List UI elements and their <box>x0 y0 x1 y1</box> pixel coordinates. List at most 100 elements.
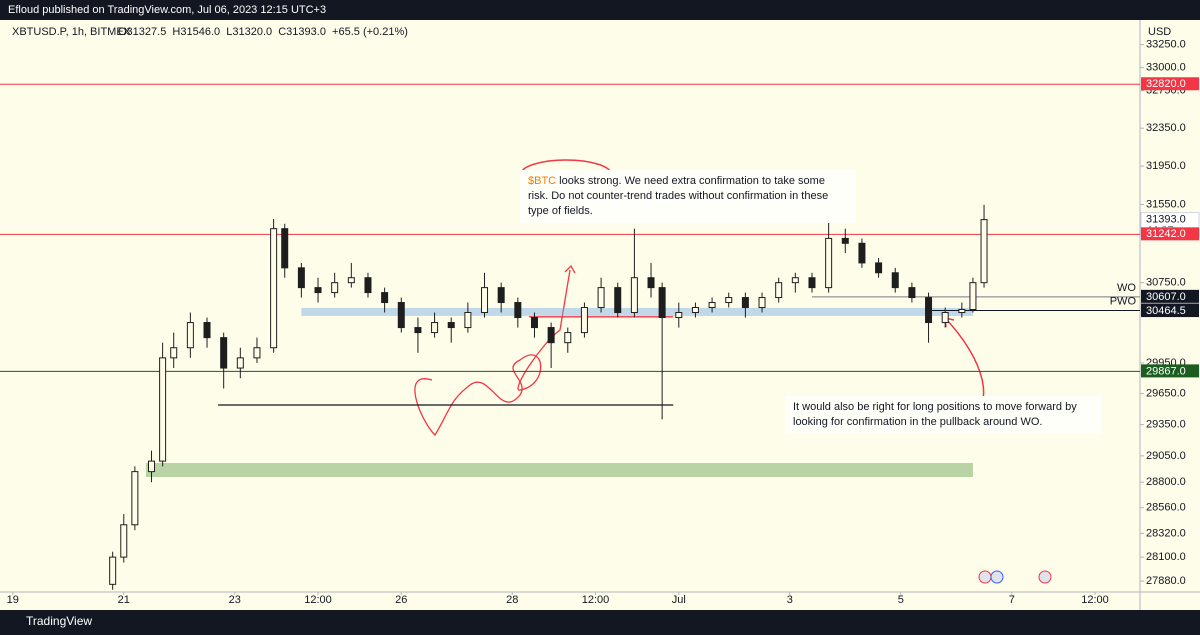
candle-body <box>969 282 977 311</box>
candle-body <box>675 312 683 319</box>
y-tick-label: 28320.0 <box>1146 527 1186 539</box>
header-bar <box>0 0 1200 20</box>
candle-body <box>431 322 439 334</box>
price-tag <box>1141 289 1199 303</box>
candle-body <box>270 228 278 349</box>
candle-body <box>691 307 699 314</box>
candle-body <box>148 460 156 473</box>
candle-body <box>597 287 605 309</box>
candle-body <box>875 262 883 274</box>
price-tag <box>1141 364 1199 378</box>
price-tag-label: 31242.0 <box>1146 228 1186 240</box>
candle-body <box>958 309 966 314</box>
footer-bar <box>0 610 1200 635</box>
candle-body <box>120 524 128 558</box>
candle-body <box>791 277 799 284</box>
candle-body <box>464 312 472 329</box>
candle-body <box>220 337 228 369</box>
y-tick-label: 27880.0 <box>1146 575 1186 587</box>
event-icon[interactable] <box>1038 570 1052 584</box>
candle-body <box>414 327 422 334</box>
x-tick-label: 5 <box>898 594 904 606</box>
symbol: XBTUSD.P, 1h, BITMEX <box>12 26 132 38</box>
candle-body <box>497 287 505 304</box>
candle-body <box>741 297 749 309</box>
candle-body <box>647 277 655 289</box>
y-tick-label: 31550.0 <box>1146 198 1186 210</box>
annotation-text: It would also be right for long position… <box>793 401 1077 428</box>
candle-body <box>908 287 916 299</box>
price-tag-label: 31393.0 <box>1146 214 1186 226</box>
candle-body <box>758 297 766 309</box>
candle-body <box>297 267 305 289</box>
candle-body <box>808 277 816 289</box>
ohlc: O31327.5 H31546.0 L31320.0 C31393.0 +65.… <box>118 26 408 38</box>
candle-body <box>841 237 849 244</box>
x-tick-label: Jul <box>672 594 686 606</box>
candle-body <box>891 272 899 289</box>
publisher: Efloud published on TradingView.com, Jul… <box>8 4 326 16</box>
annotation: It would also be right for long position… <box>785 396 1101 434</box>
candle-body <box>980 219 988 284</box>
candle-body <box>564 332 572 344</box>
candle-body <box>447 322 455 329</box>
candle-body <box>547 327 555 344</box>
y-tick-label: 33000.0 <box>1146 62 1186 74</box>
annotation: $BTC looks strong. We need extra confirm… <box>520 170 856 223</box>
price-tag-label: 30464.5 <box>1146 305 1186 317</box>
x-tick-label: 12:00 <box>304 594 332 606</box>
candle-body <box>580 307 588 334</box>
zone <box>145 462 973 478</box>
x-tick-label: 26 <box>395 594 407 606</box>
price-tag <box>1141 304 1199 318</box>
y-tick-label: 28100.0 <box>1146 551 1186 563</box>
y-tick-label: 29650.0 <box>1146 388 1186 400</box>
event-icon[interactable] <box>990 570 1004 584</box>
ticker: $BTC <box>528 175 557 187</box>
line-label: WO <box>1117 282 1136 294</box>
candle-body <box>203 322 211 339</box>
price-tag-label: 32820.0 <box>1146 78 1186 90</box>
candle-body <box>614 287 622 314</box>
candle-body <box>347 277 355 284</box>
candle-body <box>109 556 117 585</box>
x-tick-label: 3 <box>787 594 793 606</box>
candle-body <box>630 277 638 314</box>
event-icon[interactable] <box>978 570 992 584</box>
y-tick-label: 30750.0 <box>1146 277 1186 289</box>
y-tick-label: 28800.0 <box>1146 476 1186 488</box>
x-tick-label: 19 <box>7 594 19 606</box>
y-tick-label: 29350.0 <box>1146 418 1186 430</box>
candle-body <box>941 312 949 324</box>
candle-body <box>331 282 339 294</box>
candle-body <box>825 237 833 289</box>
candle-body <box>530 317 538 329</box>
x-tick-label: 28 <box>506 594 518 606</box>
price-tag-label: 30607.0 <box>1146 291 1186 303</box>
y-tick-label: 29050.0 <box>1146 450 1186 462</box>
x-tick-label: 23 <box>229 594 241 606</box>
candle-body <box>775 282 783 299</box>
candle-body <box>170 347 178 359</box>
y-tick-label: 32350.0 <box>1146 122 1186 134</box>
price-tag-label: 29867.0 <box>1146 365 1186 377</box>
line-label: PWO <box>1110 295 1137 307</box>
candle-body <box>131 471 139 526</box>
price-tag <box>1141 227 1199 241</box>
y-tick-label: 31950.0 <box>1146 160 1186 172</box>
price-tag <box>1141 77 1199 91</box>
x-tick-label: 12:00 <box>582 594 610 606</box>
candle-body <box>364 277 372 294</box>
candle-body <box>514 302 522 319</box>
sketch <box>414 264 576 437</box>
candle-body <box>658 287 666 319</box>
candle-body <box>186 322 194 349</box>
candle-body <box>725 297 733 304</box>
currency: USD <box>1148 26 1171 38</box>
candle-body <box>281 228 289 269</box>
y-tick-label: 28560.0 <box>1146 502 1186 514</box>
footer-brand: TradingView <box>26 614 92 628</box>
